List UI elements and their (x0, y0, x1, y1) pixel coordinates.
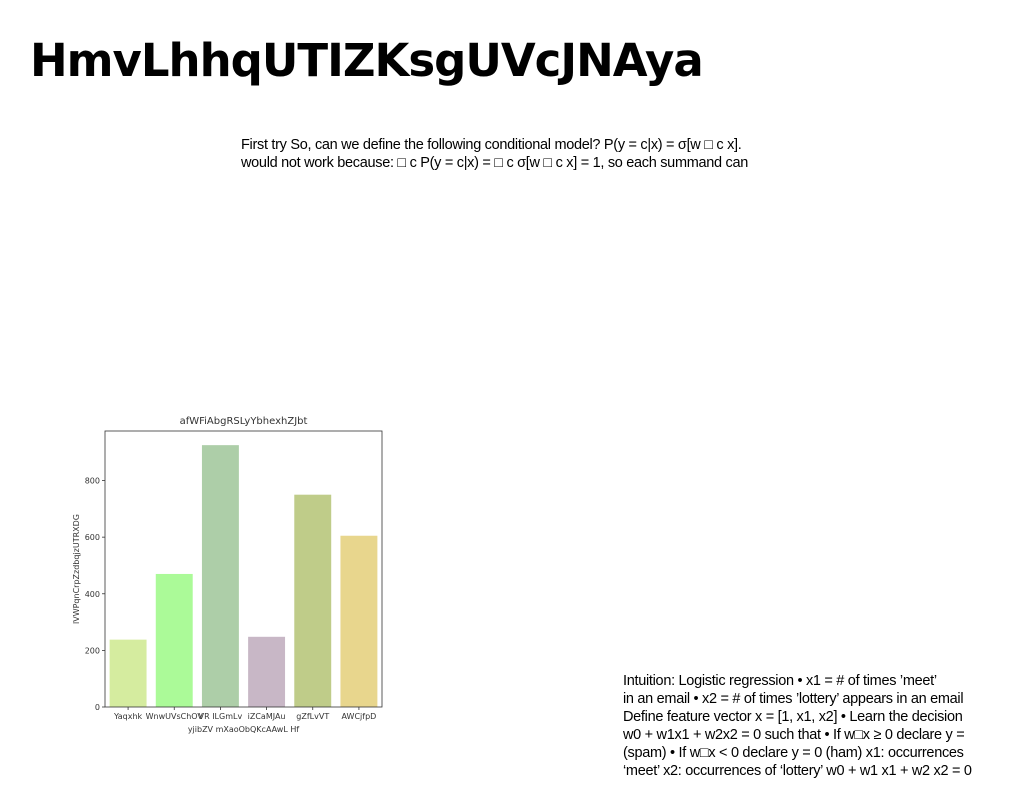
bar-1 (109, 639, 147, 707)
plot-frame (104, 430, 383, 708)
y-tick-label-1: 0 (95, 703, 100, 712)
bar-chart-figure: afWFiAbgRSLyYbhexhZJbt Yaqxhk WnwUVsChOV VR… (65, 410, 395, 745)
y-tick-label-4: 600 (85, 533, 100, 542)
bottom-line-3: Define feature vector x = [1, x1, x2] • … (623, 709, 963, 725)
chart-title: afWFiAbgRSLyYbhexhZJbt (180, 416, 308, 427)
bar-3 (201, 445, 239, 707)
x-tick-label-4: iZCaMJAu (248, 712, 286, 721)
x-axis-label: yjibZV mXaoObQKcAAwL Hf (188, 725, 300, 734)
bar-4 (248, 636, 286, 707)
bottom-line-1: Intuition: Logistic regression • x1 = # … (623, 673, 937, 689)
top-line-2: would not work because: □ c P(y = c|x) =… (241, 155, 748, 171)
bottom-line-4: w0 + w1x1 + w2x2 = 0 such that • If w□x … (623, 727, 965, 743)
bar-6 (340, 535, 378, 707)
y-tick-label-3: 400 (85, 590, 100, 599)
y-tick-label-2: 200 (85, 646, 100, 655)
bottom-line-2: in an email • x2 = # of times ’lottery’ … (623, 691, 964, 707)
bottom-line-6: ‘meet’ x2: occurrences of ‘lottery’ w0 +… (623, 763, 972, 779)
y-tick-label-5: 800 (85, 477, 100, 486)
top-paragraph: First try So, can we define the followin… (241, 136, 941, 172)
bar-chart: afWFiAbgRSLyYbhexhZJbt Yaqxhk WnwUVsChOVVR… (72, 416, 383, 734)
x-tick-label-6: AWCjfpD (342, 712, 377, 721)
x-tick-label-1: Yaqxhk (113, 712, 143, 721)
bar-5 (294, 494, 332, 707)
slide-title: HmvLhhqUTIZKsgUVcJNAya (30, 34, 704, 87)
bottom-line-5: (spam) • If w□x < 0 declare y = 0 (ham) … (623, 745, 964, 761)
bar-2 (155, 573, 193, 707)
bottom-paragraph: Intuition: Logistic regression • x1 = # … (623, 672, 1023, 780)
x-tick-label-2: WnwUVsChOV (146, 712, 204, 721)
x-tick-label-3: VR ILGmLv (199, 712, 243, 721)
x-tick-label-5: gZfLvVT (296, 712, 329, 721)
y-axis-label: lVWPqnCrpZzdbqjzUTRXDG (72, 514, 81, 624)
top-line-1: First try So, can we define the followin… (241, 137, 742, 153)
